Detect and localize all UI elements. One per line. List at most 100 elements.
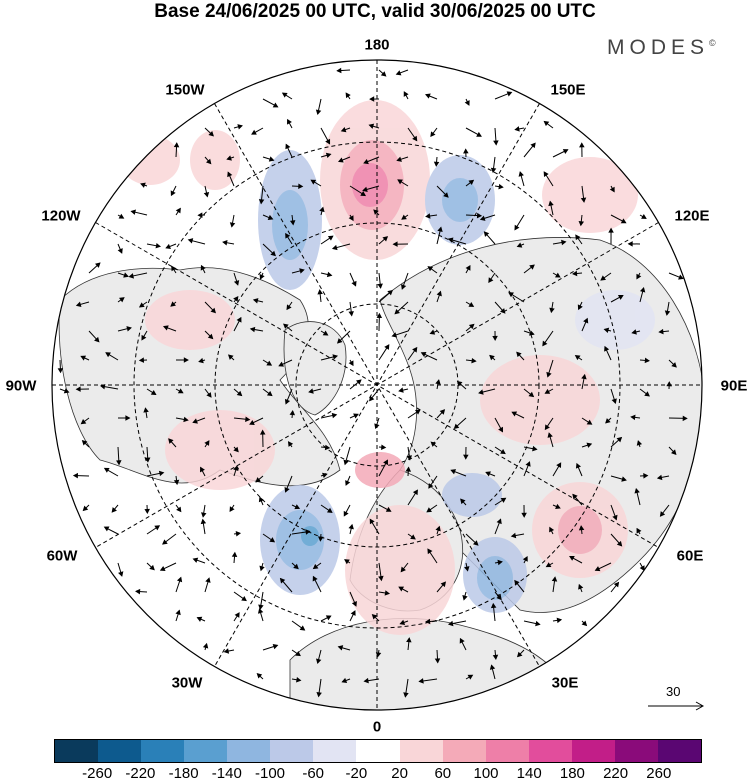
wind-vector-head — [529, 330, 535, 336]
colorbar-swatch — [528, 740, 572, 762]
wind-vector-head — [492, 335, 498, 341]
wind-vector-head — [544, 424, 550, 431]
wind-vector-head — [682, 415, 688, 422]
wind-vector-head — [616, 540, 623, 547]
wind-vector-head — [549, 526, 555, 533]
wind-vector-head — [200, 518, 207, 525]
wind-vector-head — [128, 273, 134, 279]
wind-vector-head — [236, 316, 242, 323]
wind-vector-head — [130, 209, 137, 215]
modes-logo: MODES© — [607, 36, 716, 59]
wind-vector-head — [80, 355, 87, 361]
wind-vector-head — [72, 472, 79, 479]
wind-vector-head — [514, 126, 520, 132]
wind-vector-head — [420, 351, 427, 357]
wind-vector-head — [476, 212, 483, 219]
wind-vector-head — [227, 354, 234, 360]
colorbar-swatch — [313, 740, 357, 762]
colorbar-tick-label: -220 — [125, 765, 156, 782]
wind-vector-head — [406, 455, 413, 461]
wind-vector-head — [535, 620, 541, 627]
wind-vector-head — [406, 637, 412, 643]
wind-vector-head — [348, 311, 354, 317]
wind-vector-head — [284, 487, 290, 493]
wind-vector-head — [337, 645, 344, 651]
wind-vector-head — [575, 462, 582, 469]
wind-vector-head — [525, 461, 531, 467]
wind-vector-head — [620, 218, 627, 224]
wind-vector-head — [405, 466, 412, 472]
wind-vector-head — [401, 284, 407, 290]
wind-vector-head — [377, 283, 383, 289]
wind-vector-head — [305, 529, 311, 535]
wind-vector-head — [155, 242, 162, 249]
wind-vector-head — [223, 648, 230, 654]
wind-vector-head — [384, 590, 391, 596]
wind-vector-head — [312, 563, 319, 570]
wind-vector-head — [435, 379, 441, 385]
wind-vector-head — [325, 138, 331, 145]
wind-vector-head — [319, 206, 325, 213]
lon-label-60e: 60E — [676, 547, 704, 565]
wind-vector-head — [577, 304, 583, 311]
colorbar-swatch — [184, 740, 228, 762]
wind-vector-head — [506, 91, 513, 97]
wind-vector-head — [170, 190, 176, 197]
wind-vector-head — [410, 534, 416, 540]
wind-vector-head — [608, 227, 614, 233]
wind-vector-head — [143, 407, 149, 413]
wind-vector-head — [351, 601, 357, 607]
wind-vector-head — [168, 438, 174, 444]
wind-vector-head — [293, 563, 299, 570]
wind-vector-head — [266, 360, 273, 366]
wind-vector-head — [287, 441, 294, 447]
wind-vector-head — [312, 575, 318, 582]
land-greenland — [283, 321, 347, 416]
wind-vector-head — [259, 429, 266, 435]
positive-anomaly-canada — [165, 410, 275, 490]
wind-vector-head — [387, 289, 393, 296]
wind-vector-head — [489, 664, 496, 670]
colorbar-tick-label: -140 — [211, 765, 242, 782]
wind-vector-head — [75, 301, 82, 308]
wind-vector-head — [371, 613, 378, 620]
wind-vector-head — [459, 637, 465, 644]
wind-vector-head — [337, 157, 344, 163]
wind-vector-head — [514, 224, 520, 231]
wind-vector-head — [476, 131, 482, 137]
wind-vector-head — [138, 302, 145, 308]
wind-vector-head — [546, 371, 552, 378]
reference-vector-label: 30 — [666, 684, 681, 699]
wind-vector-head — [443, 192, 449, 198]
wind-vector-head — [272, 643, 279, 650]
wind-vector-head — [508, 292, 514, 298]
wind-vector-head — [222, 240, 228, 246]
wind-vector-head — [627, 241, 633, 247]
wind-vector-head — [118, 571, 124, 577]
wind-vector-head — [118, 213, 125, 219]
positive-anomaly-east-asia — [542, 157, 638, 233]
wind-vector-head — [376, 312, 383, 318]
wind-vector-head — [510, 532, 517, 539]
wind-vector-head — [561, 239, 567, 246]
wind-vector-head — [383, 459, 388, 466]
wind-vector-head — [75, 386, 81, 392]
wind-vector-head — [468, 301, 475, 307]
wind-vector-head — [490, 167, 497, 174]
wind-vector-head — [284, 398, 291, 405]
wind-vector-head — [456, 380, 463, 387]
wind-vector-head — [400, 566, 406, 573]
wind-vector-head — [363, 677, 369, 684]
graticule — [52, 60, 702, 710]
wind-vector-head — [298, 183, 304, 190]
wind-vector-head — [572, 493, 578, 500]
wind-vector-head — [412, 489, 418, 496]
wind-vector-head — [447, 620, 454, 627]
wind-vector-head — [401, 214, 407, 220]
wind-vector-head — [493, 140, 499, 146]
wind-vector-head — [603, 327, 610, 334]
wind-vector-head — [399, 619, 406, 625]
wind-vector-head — [356, 379, 362, 385]
map-boundary — [51, 59, 703, 711]
wind-vector-head — [360, 191, 367, 197]
